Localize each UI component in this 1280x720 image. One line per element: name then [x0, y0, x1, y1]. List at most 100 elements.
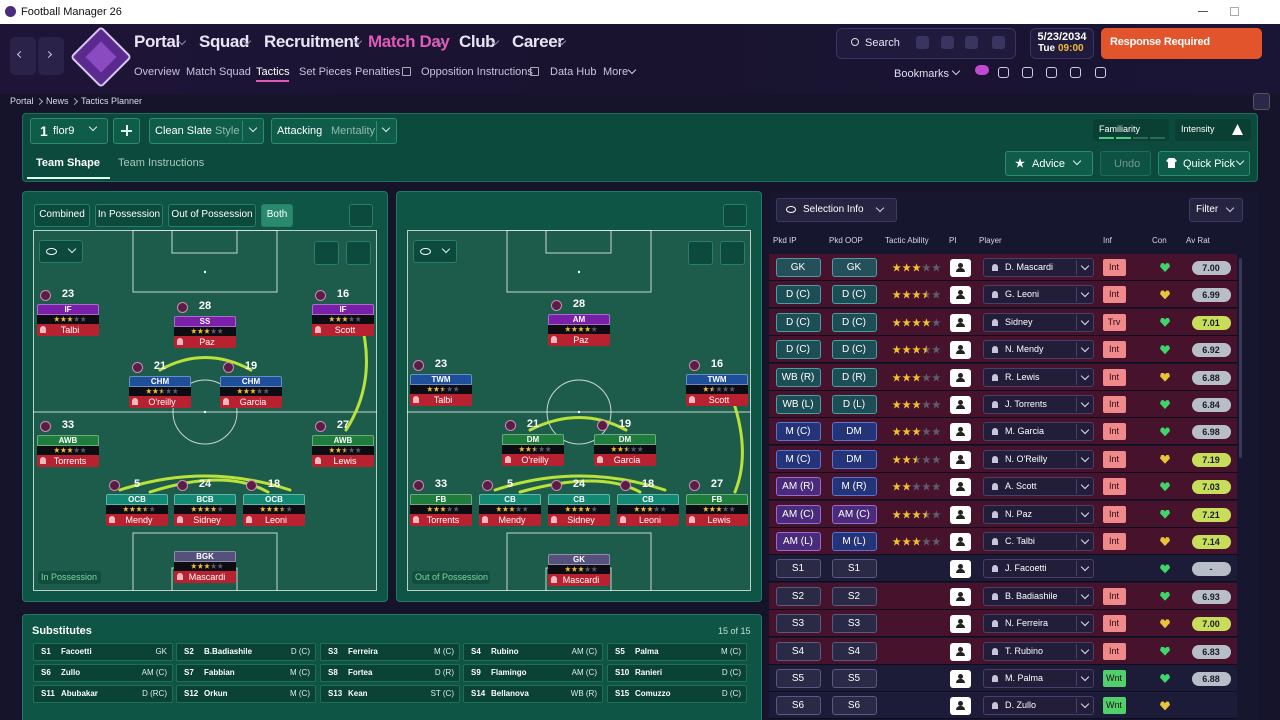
- filter-button[interactable]: [34, 204, 90, 227]
- style-select[interactable]: [149, 118, 264, 144]
- player-dropdown[interactable]: [983, 395, 1094, 414]
- breadcrumb-item[interactable]: Portal: [10, 96, 34, 106]
- substitute-cell[interactable]: [320, 643, 460, 661]
- substitute-cell[interactable]: [607, 685, 747, 703]
- substitute-cell[interactable]: [463, 685, 603, 703]
- header-tool-icon[interactable]: [992, 36, 1005, 49]
- role-badge[interactable]: [548, 314, 610, 325]
- role-badge[interactable]: [174, 316, 236, 327]
- role-badge[interactable]: [174, 551, 236, 562]
- name-row[interactable]: [502, 454, 564, 466]
- name-row[interactable]: [129, 396, 191, 408]
- view-dropdown[interactable]: [39, 240, 83, 263]
- header-tool-icon[interactable]: [916, 36, 929, 49]
- sub-nav-item[interactable]: Opposition Instructions: [421, 66, 533, 78]
- column-header[interactable]: Av Rat: [1186, 236, 1210, 245]
- column-header[interactable]: Inf: [1103, 236, 1112, 245]
- pitch-icon-button[interactable]: [346, 241, 371, 265]
- player-dropdown[interactable]: [983, 340, 1094, 360]
- player-dropdown[interactable]: [983, 312, 1094, 332]
- header-tool-icon[interactable]: [965, 36, 978, 49]
- name-row[interactable]: [174, 336, 236, 348]
- role-badge[interactable]: [548, 554, 610, 565]
- name-row[interactable]: [174, 514, 236, 526]
- main-nav-item[interactable]: Recruitment: [264, 32, 359, 51]
- name-row[interactable]: [312, 455, 374, 467]
- name-row[interactable]: [548, 334, 610, 346]
- role-badge[interactable]: [243, 494, 305, 505]
- filter-text[interactable]: Combined: [39, 209, 85, 220]
- search-button[interactable]: Search: [865, 37, 900, 49]
- role-badge[interactable]: [312, 435, 374, 446]
- pitch-icon-button[interactable]: [720, 241, 745, 265]
- name-row[interactable]: [37, 324, 99, 336]
- player-dropdown[interactable]: [983, 641, 1094, 661]
- sub-nav-item[interactable]: Penalties: [355, 66, 401, 78]
- minimize-button[interactable]: [1198, 11, 1208, 12]
- substitute-cell[interactable]: [33, 664, 173, 682]
- main-nav-item[interactable]: Match Day: [368, 32, 450, 51]
- pitch-tool-button[interactable]: [349, 204, 373, 227]
- header-icon[interactable]: [1022, 67, 1033, 78]
- name-row[interactable]: [220, 396, 282, 408]
- sub-nav-item[interactable]: Match Squad: [186, 66, 251, 78]
- tab-item[interactable]: Team Instructions: [118, 157, 205, 169]
- player-dropdown[interactable]: [983, 258, 1094, 277]
- filter-button[interactable]: [1189, 198, 1243, 222]
- player-dropdown[interactable]: [983, 586, 1094, 606]
- pitch-icon-button[interactable]: [688, 241, 713, 265]
- selection-info-button[interactable]: [776, 198, 897, 222]
- role-badge[interactable]: [129, 376, 191, 387]
- player-dropdown[interactable]: [983, 559, 1094, 579]
- substitute-cell[interactable]: [463, 643, 603, 661]
- main-nav-item[interactable]: Squad: [199, 32, 249, 51]
- close-planner-button[interactable]: [1253, 93, 1270, 110]
- header-icon[interactable]: [1095, 67, 1106, 78]
- role-badge[interactable]: [106, 494, 168, 505]
- name-row[interactable]: [174, 571, 236, 583]
- sub-nav-item[interactable]: More: [603, 66, 629, 78]
- role-badge[interactable]: [686, 374, 748, 385]
- role-badge[interactable]: [37, 304, 99, 315]
- header-icon[interactable]: [1070, 67, 1081, 78]
- role-badge[interactable]: [220, 376, 282, 387]
- sub-nav-item[interactable]: Data Hub: [550, 66, 597, 78]
- bookmarks-button[interactable]: Bookmarks: [894, 68, 950, 80]
- substitute-cell[interactable]: [607, 643, 747, 661]
- main-nav-item[interactable]: Portal: [134, 32, 180, 51]
- filter-text[interactable]: In Possession: [97, 209, 161, 220]
- back-button[interactable]: [10, 37, 36, 75]
- header-icon[interactable]: [998, 67, 1009, 78]
- player-dropdown[interactable]: [983, 696, 1094, 716]
- name-row[interactable]: [617, 514, 679, 526]
- role-badge[interactable]: [312, 304, 374, 315]
- player-dropdown[interactable]: [983, 449, 1094, 469]
- response-button[interactable]: [1101, 28, 1262, 59]
- role-badge[interactable]: [502, 434, 564, 445]
- substitute-cell[interactable]: [176, 685, 316, 703]
- substitute-cell[interactable]: [320, 685, 460, 703]
- player-dropdown[interactable]: [983, 504, 1094, 524]
- header-icon[interactable]: [1046, 67, 1057, 78]
- filter-button[interactable]: [95, 204, 163, 227]
- familiarity-box[interactable]: [1093, 119, 1169, 141]
- substitute-cell[interactable]: [33, 643, 173, 661]
- sub-nav-item[interactable]: Set Pieces: [299, 66, 352, 78]
- tab-item[interactable]: Team Shape: [36, 157, 100, 169]
- column-header[interactable]: Tactic Ability: [885, 236, 929, 245]
- player-dropdown[interactable]: [983, 367, 1094, 387]
- player-dropdown[interactable]: [983, 285, 1094, 305]
- name-row[interactable]: [686, 514, 748, 526]
- column-header[interactable]: Con: [1152, 236, 1167, 245]
- role-badge[interactable]: [617, 494, 679, 505]
- column-header[interactable]: PI: [949, 236, 957, 245]
- pitch-icon-button[interactable]: [314, 241, 339, 265]
- advice-button[interactable]: [1005, 151, 1093, 176]
- tactic-select[interactable]: [30, 118, 108, 144]
- name-row[interactable]: [479, 514, 541, 526]
- role-badge[interactable]: [594, 434, 656, 445]
- substitute-cell[interactable]: [176, 643, 316, 661]
- name-row[interactable]: [410, 514, 472, 526]
- player-dropdown[interactable]: [983, 614, 1094, 634]
- close-window-button[interactable]: [1257, 6, 1269, 18]
